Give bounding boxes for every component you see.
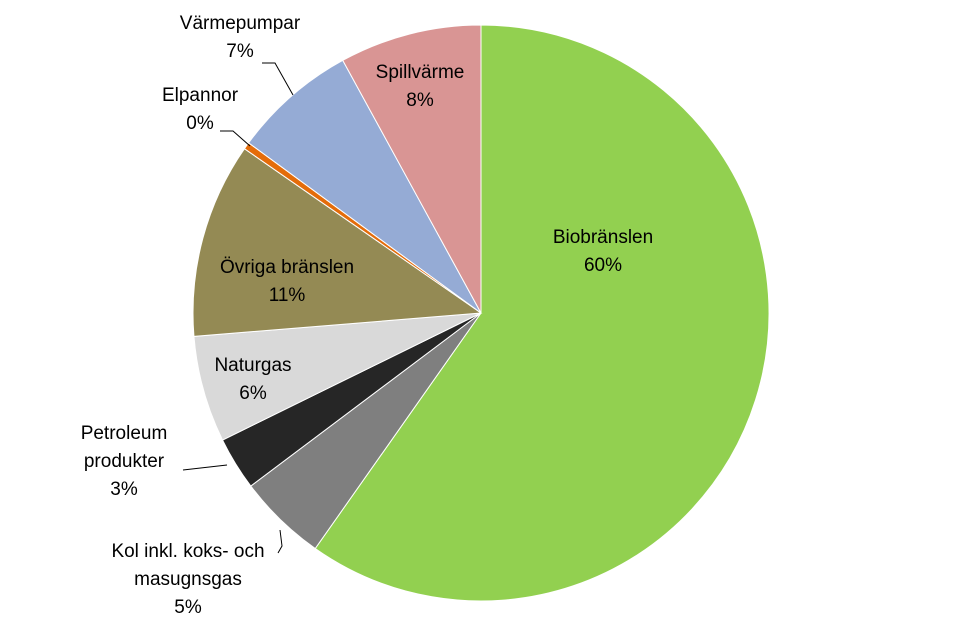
leader-line	[220, 130, 251, 147]
slice-label: Biobränslen 60%	[503, 224, 703, 280]
leader-line	[277, 529, 283, 554]
value-label: 11%	[268, 285, 306, 306]
pie-slice	[247, 59, 482, 314]
pie-slice	[342, 24, 482, 314]
slice-label: Naturgas 6%	[183, 352, 323, 408]
category-label: Kol inkl. koks- och masugnsgas	[111, 541, 265, 590]
value-label: 8%	[406, 90, 434, 111]
category-label: Övriga bränslen	[219, 257, 355, 278]
slice-label: Värmepumpar 7%	[150, 10, 330, 66]
value-label: 5%	[174, 597, 202, 618]
slice-label: Elpannor 0%	[130, 82, 270, 138]
leader-line	[182, 464, 228, 471]
value-label: 0%	[186, 113, 214, 134]
category-label: Värmepumpar	[179, 13, 301, 34]
pie-slice	[314, 24, 770, 602]
slice-label: Kol inkl. koks- och masugnsgas 5%	[88, 538, 288, 622]
category-label: Spillvärme	[375, 62, 465, 83]
slice-label: Petroleum produkter 3%	[54, 420, 194, 504]
value-label: 7%	[226, 41, 254, 62]
leader-line	[262, 62, 294, 96]
category-label: Biobränslen	[552, 227, 654, 248]
pie-slice	[192, 148, 483, 337]
value-label: 6%	[239, 383, 267, 404]
slice-label: Spillvärme 8%	[350, 59, 490, 115]
slice-label: Övriga bränslen 11%	[187, 254, 387, 310]
category-label: Naturgas	[214, 355, 292, 376]
value-label: 3%	[110, 479, 138, 500]
value-label: 60%	[583, 255, 623, 276]
category-label: Elpannor	[161, 85, 239, 106]
category-label: Petroleum produkter	[80, 423, 168, 472]
